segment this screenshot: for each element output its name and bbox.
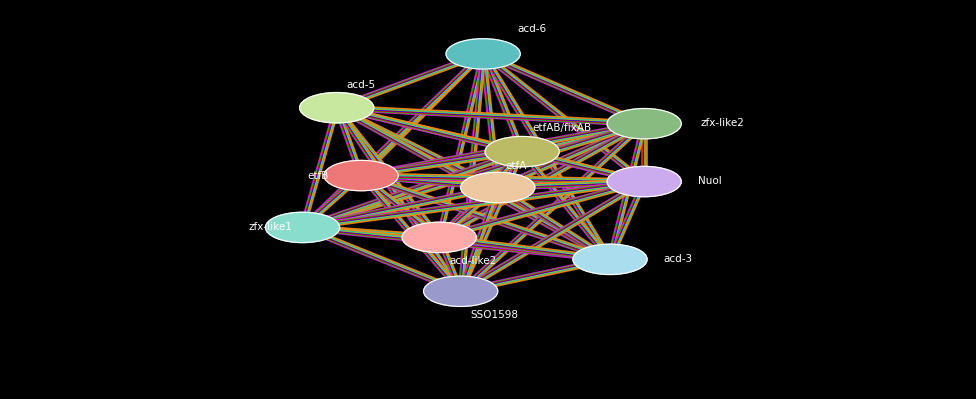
Text: SSO1598: SSO1598 (470, 310, 518, 320)
Text: zfx-like1: zfx-like1 (249, 222, 293, 233)
Circle shape (461, 172, 535, 203)
Text: NuoI: NuoI (698, 176, 721, 186)
Circle shape (300, 93, 374, 123)
Text: etfAB/fixAB: etfAB/fixAB (532, 123, 591, 134)
Text: acd-6: acd-6 (517, 24, 547, 34)
Circle shape (485, 136, 559, 167)
Text: acd-3: acd-3 (664, 253, 693, 264)
Circle shape (402, 222, 476, 253)
Circle shape (265, 212, 340, 243)
Text: etfA: etfA (506, 160, 527, 171)
Circle shape (607, 166, 681, 197)
Circle shape (424, 276, 498, 306)
Circle shape (573, 244, 647, 275)
Text: acd-5: acd-5 (346, 79, 376, 90)
Circle shape (607, 109, 681, 139)
Text: etfB: etfB (307, 170, 329, 181)
Circle shape (324, 160, 398, 191)
Text: zfx-like2: zfx-like2 (701, 118, 745, 128)
Text: acd-like2: acd-like2 (449, 255, 496, 266)
Circle shape (446, 39, 520, 69)
